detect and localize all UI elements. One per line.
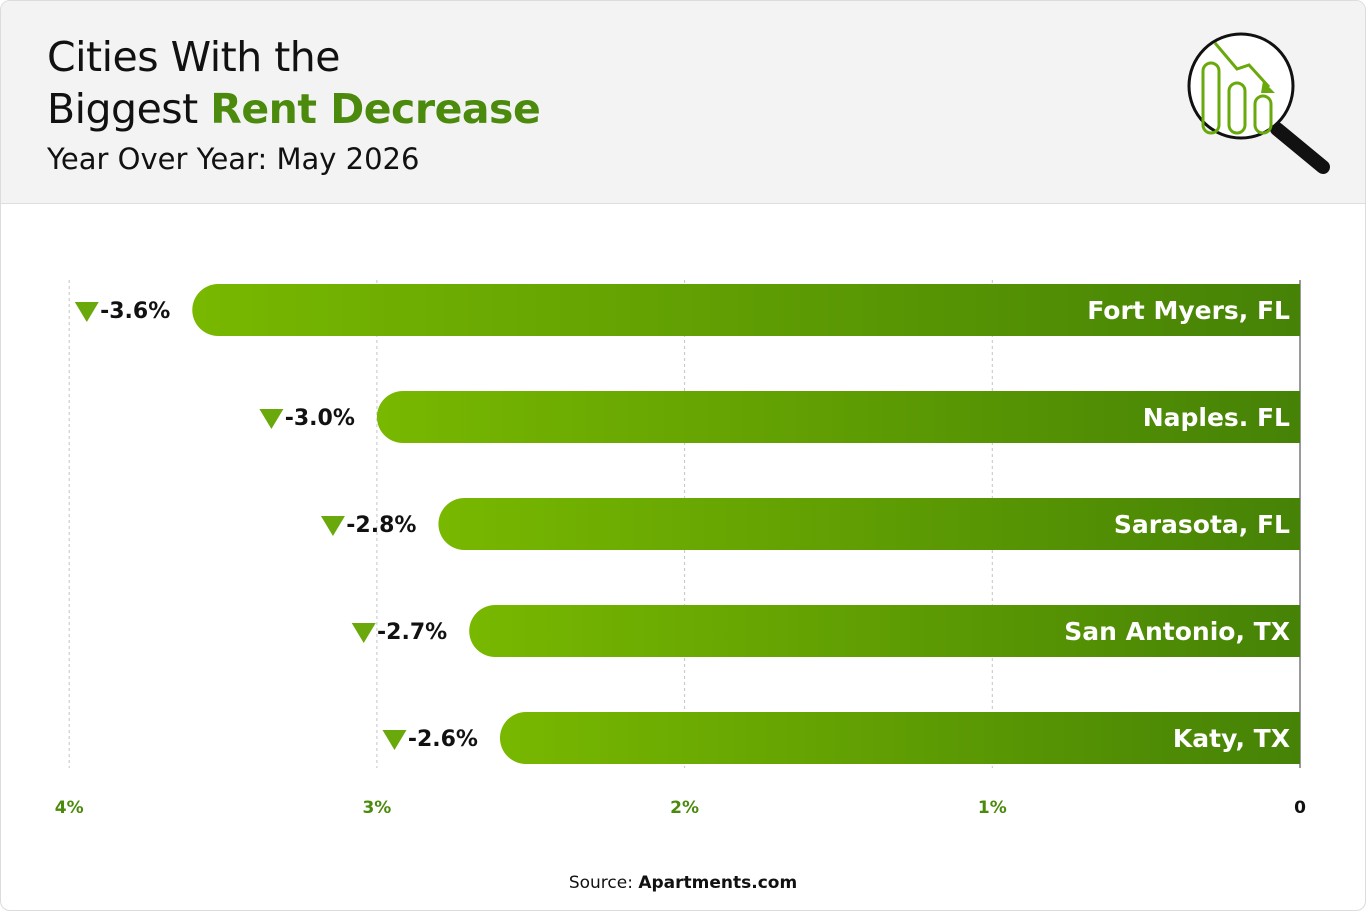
down-triangle-icon bbox=[382, 730, 407, 750]
source-credit: Source: Apartments.com bbox=[1, 873, 1365, 893]
down-triangle-icon bbox=[320, 516, 345, 536]
title-line-2: Biggest Rent Decrease bbox=[47, 83, 541, 135]
x-tick-label: 4% bbox=[55, 798, 84, 818]
x-tick-label: 2% bbox=[670, 798, 699, 818]
bar-category-label: Sarasota, FL bbox=[1114, 510, 1290, 539]
bar-chart: Fort Myers, FL -3.6% Naples. FL -3.0% Saraso… bbox=[55, 280, 1306, 818]
page-title: Cities With the Biggest Rent Decrease bbox=[47, 31, 541, 135]
bar-value-label: -3.6% bbox=[100, 299, 170, 324]
bar-category-label: Fort Myers, FL bbox=[1087, 296, 1290, 325]
header: Cities With the Biggest Rent Decrease Ye… bbox=[1, 1, 1365, 204]
down-triangle-icon bbox=[351, 623, 376, 643]
x-tick-label: 0 bbox=[1294, 798, 1306, 818]
x-tick-label: 3% bbox=[362, 798, 391, 818]
bar-value-label: -3.0% bbox=[285, 406, 355, 431]
bar-category-label: Katy, TX bbox=[1173, 724, 1290, 753]
source-label: Source: bbox=[568, 873, 633, 893]
bar bbox=[192, 284, 1300, 336]
bar-value-label: -2.6% bbox=[408, 727, 478, 752]
source-name: Apartments.com bbox=[638, 873, 798, 893]
x-tick-label: 1% bbox=[978, 798, 1007, 818]
magnifier-declining-chart-icon bbox=[1187, 32, 1330, 174]
title-line-1: Cities With the bbox=[47, 33, 341, 81]
title-prefix: Biggest bbox=[47, 85, 198, 133]
bar-category-label: San Antonio, TX bbox=[1064, 617, 1290, 646]
subtitle: Year Over Year: May 2026 bbox=[47, 142, 420, 176]
bar bbox=[376, 391, 1300, 443]
down-triangle-icon bbox=[74, 302, 99, 322]
title-accent: Rent Decrease bbox=[210, 85, 541, 133]
bar-value-label: -2.7% bbox=[377, 620, 447, 645]
bar bbox=[469, 605, 1300, 657]
bar bbox=[499, 712, 1300, 764]
bar bbox=[438, 498, 1300, 550]
down-triangle-icon bbox=[259, 409, 284, 429]
bar-value-label: -2.8% bbox=[346, 513, 416, 538]
bar-category-label: Naples. FL bbox=[1143, 403, 1290, 432]
